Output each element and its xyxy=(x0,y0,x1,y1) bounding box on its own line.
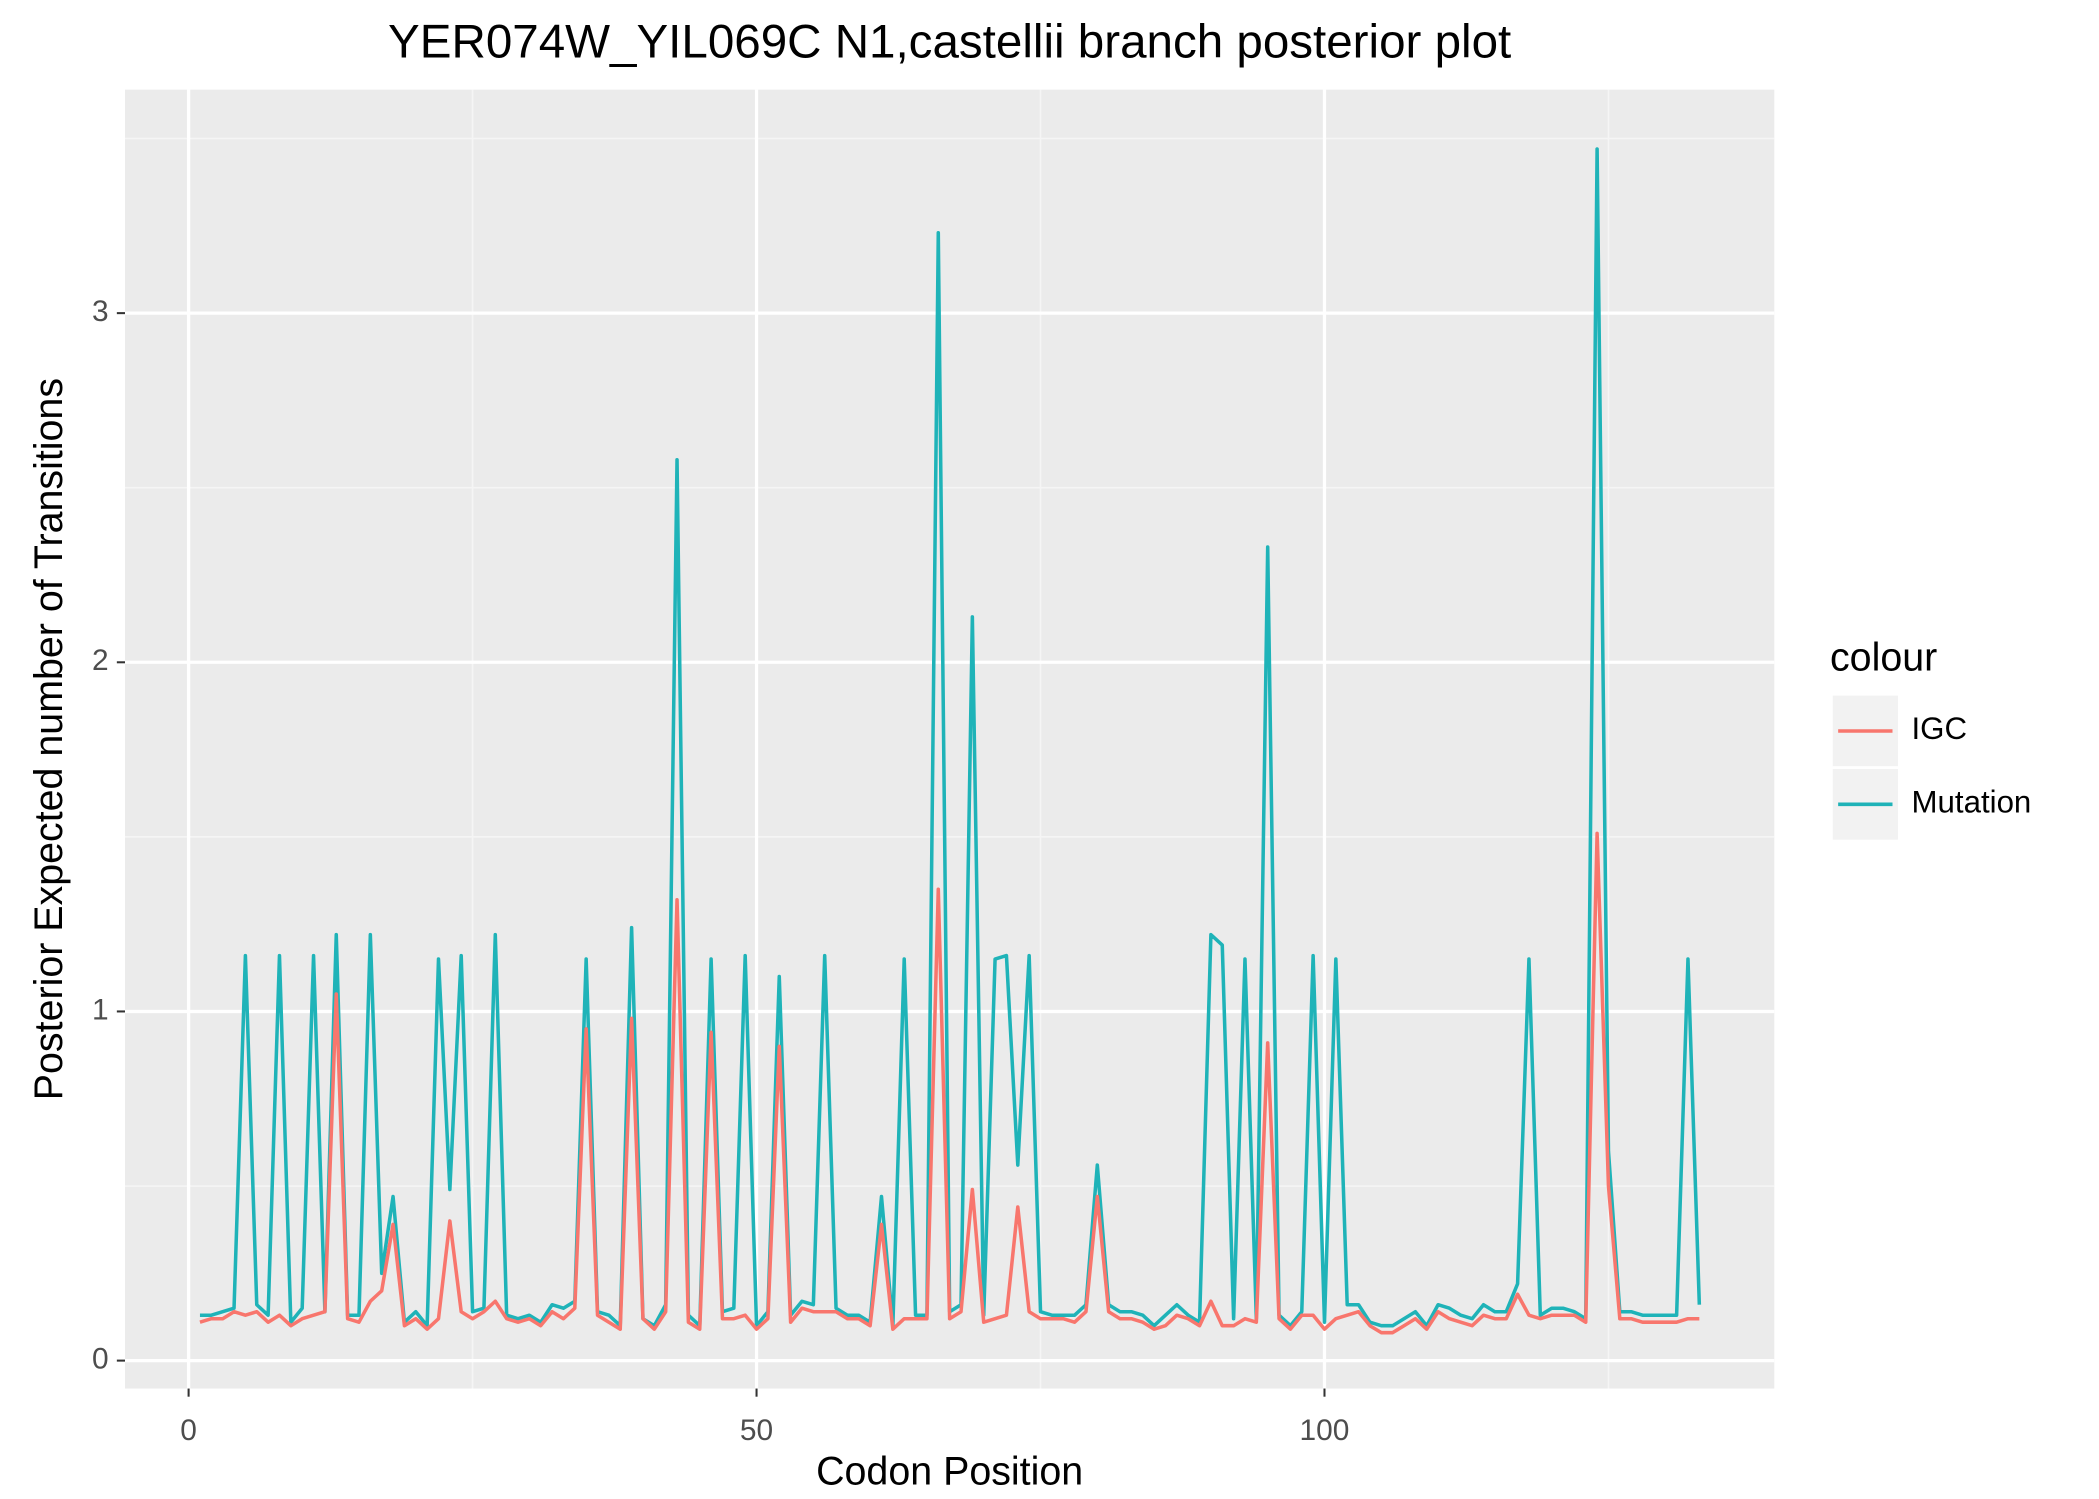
y-tick-label: 1 xyxy=(92,993,109,1026)
legend: colour IGC Mutation xyxy=(1830,636,2032,843)
x-tick-label: 100 xyxy=(1300,1414,1350,1447)
y-tick-label: 3 xyxy=(92,295,109,328)
y-tick-label: 2 xyxy=(92,644,109,677)
legend-label: Mutation xyxy=(1912,785,2032,820)
grid xyxy=(124,89,1775,1389)
x-tick-label: 50 xyxy=(740,1414,773,1447)
axes: 0 50 100 0 1 2 3 xyxy=(92,295,1349,1447)
x-axis-title: Codon Position xyxy=(816,1450,1083,1494)
series-line xyxy=(199,831,1700,1335)
x-tick-label: 0 xyxy=(180,1414,197,1447)
marks xyxy=(199,147,1702,1335)
y-axis-title: Posterior Expected number of Transitions xyxy=(27,378,71,1100)
y-tick-label: 0 xyxy=(92,1342,109,1375)
legend-title: colour xyxy=(1830,636,1937,680)
chart-title: YER074W_YIL069C N1,castellii branch post… xyxy=(388,15,1511,68)
legend-label: IGC xyxy=(1912,711,1968,746)
